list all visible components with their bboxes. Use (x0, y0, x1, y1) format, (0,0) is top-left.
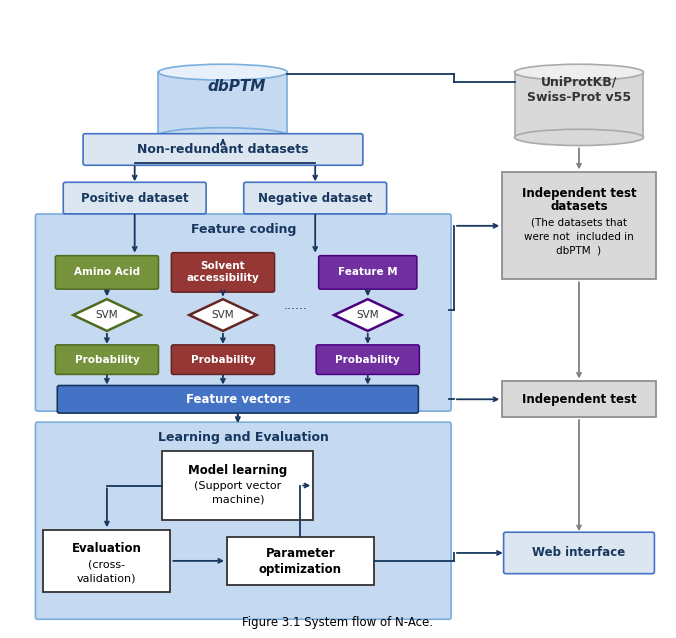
Polygon shape (73, 299, 141, 331)
Text: datasets: datasets (550, 200, 608, 214)
Text: (cross-: (cross- (89, 560, 126, 570)
FancyBboxPatch shape (35, 214, 451, 411)
Text: Learning and Evaluation: Learning and Evaluation (158, 431, 329, 445)
Text: Feature M: Feature M (338, 267, 397, 278)
Bar (227, 537, 374, 584)
Text: (Support vector: (Support vector (194, 480, 281, 491)
Bar (162, 451, 313, 520)
Text: Solvent: Solvent (201, 262, 245, 271)
Text: Web interface: Web interface (533, 546, 625, 560)
Text: SVM: SVM (95, 310, 118, 320)
Text: SVM: SVM (356, 310, 379, 320)
FancyBboxPatch shape (171, 345, 274, 375)
Text: Figure 3.1 System flow of N-Ace.: Figure 3.1 System flow of N-Ace. (243, 616, 433, 629)
Text: accessibility: accessibility (187, 273, 260, 283)
Text: Probability: Probability (191, 355, 256, 365)
FancyBboxPatch shape (55, 345, 158, 375)
Ellipse shape (158, 128, 287, 144)
Text: Feature coding: Feature coding (191, 223, 296, 236)
Bar (43, 530, 170, 591)
Bar (158, 72, 287, 136)
Text: were not  included in: were not included in (524, 232, 634, 242)
FancyBboxPatch shape (318, 256, 417, 289)
Ellipse shape (514, 130, 644, 145)
Text: optimization: optimization (259, 563, 342, 576)
Text: dbPTM: dbPTM (208, 78, 266, 94)
FancyBboxPatch shape (35, 422, 451, 619)
Text: Model learning: Model learning (188, 464, 287, 477)
FancyBboxPatch shape (504, 532, 654, 574)
FancyBboxPatch shape (316, 345, 419, 375)
Text: Probability: Probability (335, 355, 400, 365)
Text: Parameter: Parameter (266, 547, 335, 560)
FancyBboxPatch shape (55, 256, 158, 289)
FancyBboxPatch shape (244, 182, 387, 214)
Bar (514, 72, 644, 137)
Ellipse shape (158, 64, 287, 80)
Bar (502, 172, 656, 279)
Polygon shape (334, 299, 402, 331)
Text: (The datasets that: (The datasets that (531, 218, 627, 228)
FancyBboxPatch shape (57, 385, 418, 413)
Text: SVM: SVM (212, 310, 235, 320)
FancyBboxPatch shape (171, 253, 274, 292)
Text: Negative dataset: Negative dataset (258, 191, 372, 205)
Bar (502, 382, 656, 417)
Text: Probability: Probability (74, 355, 139, 365)
Text: machine): machine) (212, 494, 264, 505)
Text: Evaluation: Evaluation (72, 542, 142, 556)
Polygon shape (189, 299, 257, 331)
FancyBboxPatch shape (64, 182, 206, 214)
Text: Amino Acid: Amino Acid (74, 267, 140, 278)
Text: Feature vectors: Feature vectors (186, 393, 290, 406)
Text: dbPTM  ): dbPTM ) (556, 246, 602, 256)
Text: Independent test: Independent test (522, 186, 636, 200)
Text: Swiss-Prot v55: Swiss-Prot v55 (527, 91, 631, 105)
Text: Independent test: Independent test (522, 393, 636, 406)
FancyBboxPatch shape (83, 134, 363, 165)
Text: Positive dataset: Positive dataset (81, 191, 189, 205)
Text: ......: ...... (283, 299, 308, 311)
Text: validation): validation) (77, 574, 137, 584)
Text: UniProtKB/: UniProtKB/ (541, 75, 617, 89)
Ellipse shape (514, 64, 644, 80)
Text: Non-redundant datasets: Non-redundant datasets (137, 143, 309, 156)
